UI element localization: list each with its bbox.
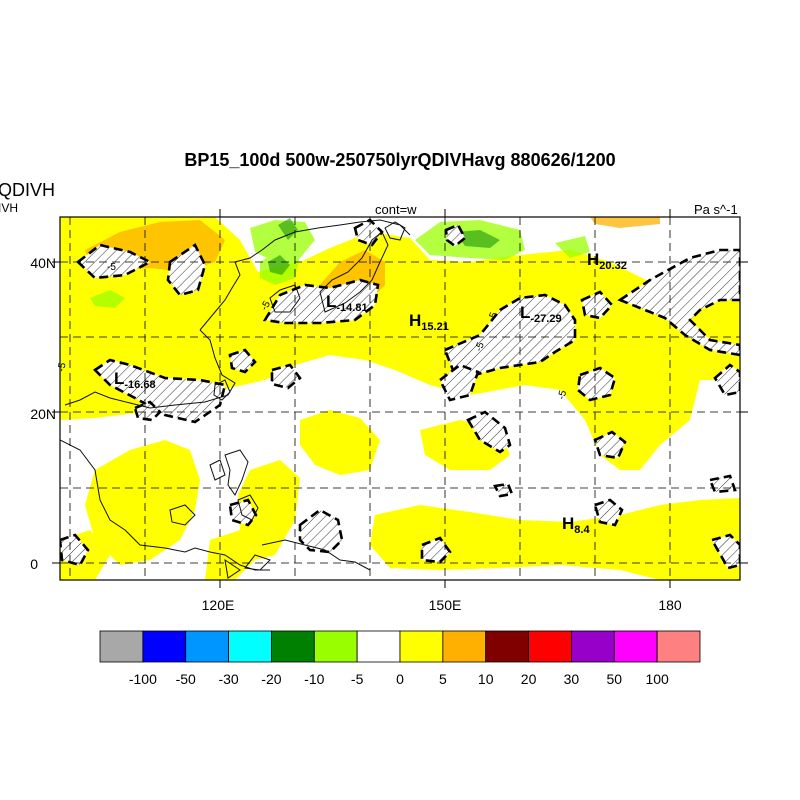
map-field <box>60 217 740 580</box>
colorbar-box <box>313 630 358 663</box>
center-letter: L <box>114 369 124 388</box>
center-value: 20.32 <box>599 260 627 272</box>
colorbar-label: -50 <box>176 671 196 687</box>
high-center: H8.4 <box>562 514 590 536</box>
center-value: 8.4 <box>574 524 590 536</box>
negative-contour-regions <box>60 218 740 570</box>
lat-label-40n: 40N <box>30 255 56 271</box>
colorbar-box <box>99 630 144 663</box>
colorbar-label: 50 <box>606 671 622 687</box>
contour-label: -5 <box>56 361 68 372</box>
colorbar-label: -100 <box>129 671 157 687</box>
colorbar-box <box>185 630 229 663</box>
colorbar-box <box>656 630 701 663</box>
high-center: H15.21 <box>409 311 449 333</box>
strong-negative-shading <box>268 218 500 275</box>
center-value: -16.68 <box>124 379 155 391</box>
colorbar-box <box>485 630 529 663</box>
colorbar-box <box>356 630 401 663</box>
center-letter: H <box>562 514 574 533</box>
lat-label-0: 0 <box>30 556 38 572</box>
colorbar-box <box>228 630 272 663</box>
low-center: L-14.81 <box>326 292 368 314</box>
colorbar-label: 0 <box>396 671 404 687</box>
lat-label-20n: 20N <box>30 406 56 422</box>
colorbar-box <box>613 630 658 663</box>
pressure-centers: L-16.68 L-14.81 H15.21 L-27.29 H20.32 H8… <box>114 250 627 536</box>
center-value: -14.81 <box>336 302 367 314</box>
colorbar: -100 -50 -30 -20 -10 -5 0 5 10 20 30 50 100 <box>99 630 701 687</box>
low-center: L-16.68 <box>114 369 156 391</box>
left-variable-sublabel: IVH <box>0 201 19 215</box>
left-variable-label: QDIVH <box>0 180 56 200</box>
lon-label-120e: 120E <box>202 597 235 613</box>
graticule <box>60 217 740 580</box>
colorbar-label: 100 <box>645 671 669 687</box>
colorbar-label: -5 <box>351 671 364 687</box>
plot-title: BP15_100d 500w-250750lyrQDIVHavg 880626/… <box>184 150 616 170</box>
colorbar-label: -30 <box>218 671 238 687</box>
contour-label: -5 <box>556 389 569 401</box>
colorbar-box <box>142 630 187 663</box>
contour-label: -5 <box>107 262 116 273</box>
center-value: -27.29 <box>530 313 561 325</box>
contour-label: -5 <box>473 340 487 353</box>
contour-variable-label: cont=w <box>375 202 417 217</box>
colorbar-label: -10 <box>304 671 324 687</box>
colorbar-label: 30 <box>564 671 580 687</box>
colorbar-box <box>571 630 615 663</box>
colorbar-box <box>271 630 315 663</box>
map-frame <box>59 216 741 581</box>
colorbar-label: -20 <box>261 671 281 687</box>
lon-label-150e: 150E <box>429 597 462 613</box>
colorbar-label: 20 <box>521 671 537 687</box>
units-label: Pa s^-1 <box>694 202 738 217</box>
axis-ticks <box>52 209 748 588</box>
center-letter: L <box>520 303 530 322</box>
colorbar-label: 5 <box>439 671 447 687</box>
coastlines <box>60 219 411 579</box>
colorbar-box <box>442 630 487 663</box>
low-center: L-27.29 <box>520 303 562 325</box>
center-value: 15.21 <box>421 321 449 333</box>
colorbar-label: 10 <box>478 671 494 687</box>
colorbar-box <box>528 630 572 663</box>
center-letter: H <box>587 250 599 269</box>
contour-label: -5 <box>486 310 500 323</box>
center-letter: L <box>326 292 336 311</box>
colorbar-box <box>399 630 444 663</box>
high-center: H20.32 <box>587 250 627 272</box>
center-letter: H <box>409 311 421 330</box>
lon-label-180: 180 <box>658 597 682 613</box>
